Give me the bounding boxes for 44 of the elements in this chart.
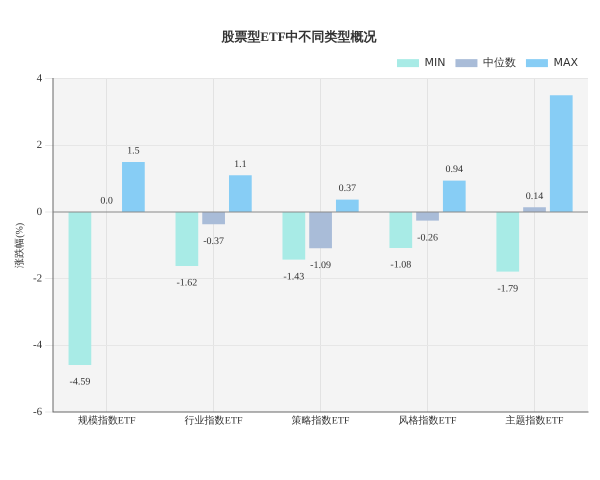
data-label: -1.09 [310,260,332,271]
data-label: -1.08 [390,260,412,271]
data-label: -0.26 [417,232,438,244]
bar [523,207,546,212]
bar [442,180,466,212]
data-label: -1.79 [497,283,518,294]
x-tick-label: 策略指数ETF [292,414,350,427]
data-label: -4.59 [69,376,90,388]
bar [309,212,332,248]
bar [496,212,520,272]
bar [416,212,439,221]
chart-title: 股票型ETF中不同类型概况 [220,29,378,44]
data-label: 0.14 [526,190,544,202]
y-tick-label: 2 [36,139,42,152]
data-label: -0.37 [203,236,224,247]
x-tick-label: 规模指数ETF [78,414,136,427]
x-tick-label: 主题指数ETF [506,414,564,427]
data-label: 0.37 [338,183,356,194]
bar [550,95,573,212]
x-tick-label: 行业指数ETF [184,414,243,427]
x-tick-label: 风格指数ETF [398,414,457,427]
bar [336,200,359,212]
y-tick-label: -6 [32,406,43,418]
y-tick-label: -4 [32,339,43,352]
data-label: -1.43 [283,271,304,282]
legend-label: MIN [424,56,446,69]
bar [228,175,252,212]
y-tick-label: 4 [36,72,43,84]
y-tick-label: -2 [32,272,42,285]
bar [122,162,145,212]
bar [389,212,412,248]
y-tick-label: 0 [36,206,43,218]
bar [176,212,198,266]
data-label: 0.94 [446,164,464,176]
bar [202,212,225,224]
data-label: -1.62 [176,278,198,289]
bar [282,212,306,260]
legend-label: MAX [553,56,578,69]
data-label: 0.0 [100,196,113,207]
data-label: 1.5 [127,146,140,157]
data-label: 1.1 [234,158,247,170]
bar [68,212,92,365]
legend-label: 中位数 [482,56,516,69]
y-axis-title: 涨跌幅(%) [14,222,26,268]
